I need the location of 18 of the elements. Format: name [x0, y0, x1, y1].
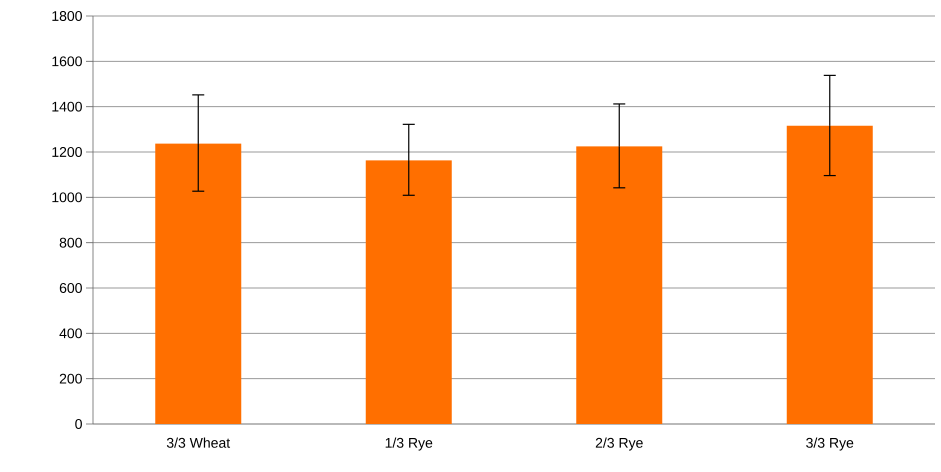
y-tick-label: 1600 [52, 56, 82, 66]
x-tick-label: 2/3 Rye [596, 438, 643, 451]
bar [576, 146, 662, 424]
y-tick-label: 200 [60, 374, 82, 384]
y-tick-label: 0 [75, 419, 82, 429]
y-tick-label: 400 [59, 328, 82, 338]
y-tick-label: 1800 [52, 11, 82, 21]
x-tick-label: 3/3 Wheat [166, 438, 230, 448]
bar [786, 126, 873, 424]
y-tick-label: 1400 [52, 102, 82, 112]
x-tick-label: 3/3 Rye [806, 438, 854, 451]
y-tick-label: 600 [60, 283, 82, 293]
x-tick-label: 1/3 Rye [386, 438, 432, 451]
bar [155, 144, 242, 424]
y-tick-label: 1200 [52, 147, 82, 157]
bar [366, 160, 452, 424]
y-tick-label: 1000 [52, 192, 82, 202]
y-tick-label: 800 [60, 238, 82, 248]
